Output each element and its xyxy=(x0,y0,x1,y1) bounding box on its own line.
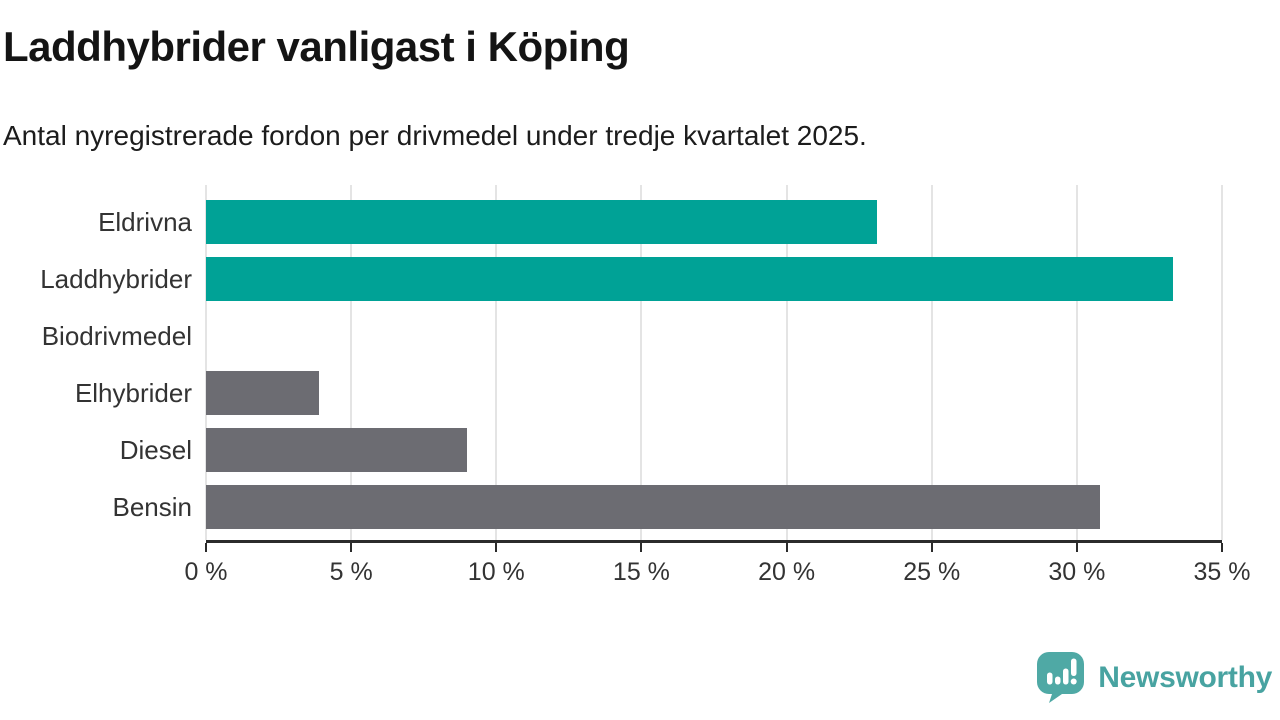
bar-elhybrider xyxy=(206,370,320,415)
axis-tick-label: 25 % xyxy=(903,558,961,586)
logo-exclamation-icon xyxy=(1071,658,1077,676)
axis-tick xyxy=(930,543,933,552)
bar-laddhybrider xyxy=(206,256,1173,301)
bar-track xyxy=(206,199,1222,244)
category-label: Laddhybrider xyxy=(40,263,192,294)
chart-row: Bensin xyxy=(0,478,1280,535)
x-axis: 0 % 5 % 10 % 15 % 20 % 25 % 30 % 35 % xyxy=(184,540,1250,605)
bar-track xyxy=(206,370,1222,415)
axis-tick-label: 15 % xyxy=(612,558,670,586)
axis-tick xyxy=(495,543,498,552)
newsworthy-logo-icon xyxy=(1037,652,1085,703)
gridline xyxy=(640,185,643,540)
axis-tick xyxy=(350,543,353,552)
chart-row: Eldrivna xyxy=(0,193,1280,250)
axis-tick xyxy=(1221,543,1223,552)
logo-bar-icon xyxy=(1047,672,1053,685)
category-label: Eldrivna xyxy=(98,206,192,237)
newsworthy-logo-text: Newsworthy xyxy=(1098,660,1272,694)
gridline xyxy=(1221,185,1223,540)
axis-tick-label: 35 % xyxy=(1193,558,1251,586)
category-label: Biodrivmedel xyxy=(41,320,192,351)
gridline xyxy=(495,185,498,540)
logo-bar-icon xyxy=(1063,668,1069,685)
chart-row: Elhybrider xyxy=(0,364,1280,421)
category-label: Bensin xyxy=(112,491,193,522)
axis-tick-label: 5 % xyxy=(329,558,373,586)
gridline xyxy=(350,185,353,540)
gridline xyxy=(1075,185,1078,540)
gridlines xyxy=(205,185,1223,540)
bar-chart: Eldrivna Laddhybrider Biodrivmedel Elhybrid… xyxy=(0,185,1280,605)
chart-subtitle: Antal nyregistrerade fordon per drivmede… xyxy=(3,120,867,151)
axis-tick xyxy=(205,543,207,552)
bar-track xyxy=(206,427,1222,472)
chart-title: Laddhybrider vanligast i Köping xyxy=(3,23,630,70)
bar-diesel xyxy=(206,427,468,472)
category-label: Diesel xyxy=(119,434,192,465)
category-label: Elhybrider xyxy=(74,377,192,408)
newsworthy-logo[interactable]: Newsworthy xyxy=(1036,651,1272,704)
axis-tick xyxy=(785,543,788,552)
plot-area: Eldrivna Laddhybrider Biodrivmedel Elhybrid… xyxy=(0,185,1280,540)
axis-tick-label: 10 % xyxy=(467,558,525,586)
bar-track xyxy=(206,314,1222,358)
gridline xyxy=(930,185,933,540)
axis-tick-label: 20 % xyxy=(758,558,816,586)
axis-tick-label: 30 % xyxy=(1048,558,1106,586)
logo-bar-icon xyxy=(1055,676,1061,685)
chart-row: Laddhybrider xyxy=(0,250,1280,307)
bar-rows: Eldrivna Laddhybrider Biodrivmedel Elhybrid… xyxy=(0,185,1280,540)
bar-eldrivna xyxy=(206,199,877,244)
axis-tick xyxy=(640,543,643,552)
bar-track xyxy=(206,256,1222,301)
axis-tick-label: 0 % xyxy=(184,558,228,586)
chart-row: Biodrivmedel xyxy=(0,307,1280,364)
bar-track xyxy=(206,484,1222,529)
gridline xyxy=(785,185,788,540)
chart-row: Diesel xyxy=(0,421,1280,478)
logo-exclamation-dot-icon xyxy=(1070,678,1077,685)
bar-bensin xyxy=(206,484,1101,529)
gridline xyxy=(205,185,207,540)
axis-tick xyxy=(1075,543,1078,552)
